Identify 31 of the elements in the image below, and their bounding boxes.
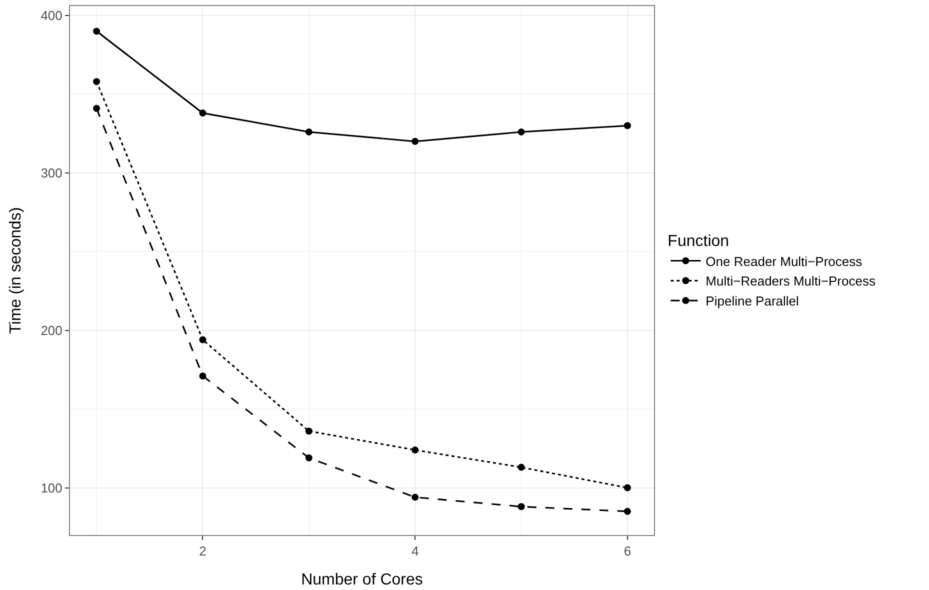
x-tick-label: 6 bbox=[624, 544, 632, 559]
point bbox=[412, 446, 419, 454]
point bbox=[305, 128, 312, 136]
point bbox=[199, 372, 206, 380]
y-tick-label: 400 bbox=[40, 8, 62, 23]
point bbox=[93, 104, 100, 112]
point bbox=[518, 128, 525, 136]
point bbox=[199, 336, 206, 344]
point bbox=[199, 110, 206, 117]
point bbox=[93, 28, 100, 35]
point bbox=[624, 484, 631, 492]
legend-label: Multi−Readers Multi−Process bbox=[706, 274, 876, 289]
y-tick-label: 300 bbox=[40, 165, 62, 180]
point bbox=[518, 503, 525, 510]
y-tick-label: 100 bbox=[40, 480, 62, 496]
x-tick-label: 4 bbox=[411, 544, 419, 559]
y-tick-label: 200 bbox=[40, 322, 62, 338]
point bbox=[518, 464, 525, 471]
legend-label: One Reader Multi−Process bbox=[706, 254, 863, 269]
point bbox=[93, 78, 100, 86]
point bbox=[412, 138, 419, 145]
point bbox=[305, 428, 312, 435]
point bbox=[305, 454, 312, 462]
legend-label: Pipeline Parallel bbox=[706, 294, 800, 309]
point bbox=[624, 508, 631, 515]
x-axis-title: Number of Cores bbox=[301, 571, 423, 588]
point bbox=[412, 494, 419, 501]
point bbox=[624, 122, 631, 130]
x-tick-label: 2 bbox=[199, 544, 206, 559]
legend-title: Function bbox=[668, 232, 730, 250]
y-axis-title: Time (in seconds) bbox=[8, 207, 25, 334]
